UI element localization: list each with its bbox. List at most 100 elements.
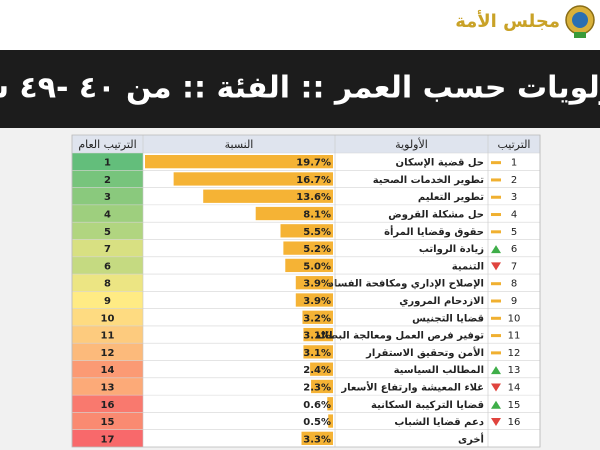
share-label: 3.1% bbox=[303, 331, 331, 342]
title-band bbox=[0, 50, 600, 128]
share-bar bbox=[302, 310, 333, 324]
rank: 15 bbox=[508, 400, 521, 411]
share-bar bbox=[327, 397, 333, 411]
trend-same bbox=[491, 351, 501, 355]
overall-cell bbox=[72, 291, 143, 309]
rank: 16 bbox=[508, 417, 521, 428]
share-label: 3.1% bbox=[303, 348, 331, 359]
share-label: 19.7% bbox=[296, 158, 331, 169]
priority: الازدحام المروري bbox=[399, 296, 484, 307]
share-bar bbox=[255, 206, 333, 221]
rank: 7 bbox=[511, 261, 517, 272]
rank: 12 bbox=[508, 348, 521, 359]
overall-cell bbox=[72, 360, 143, 378]
share-label: 2.3% bbox=[303, 382, 331, 393]
share-bar bbox=[283, 241, 333, 255]
priority: تطوير التعليم bbox=[418, 192, 484, 203]
share-label: 3.9% bbox=[303, 279, 331, 290]
share-label: 5.0% bbox=[303, 261, 331, 272]
rank: 11 bbox=[508, 331, 521, 342]
overall-rank: 11 bbox=[101, 331, 115, 342]
overall-rank: 1 bbox=[104, 158, 111, 169]
overall-rank: 3 bbox=[104, 192, 111, 203]
priority: حل قضية الإسكان bbox=[396, 158, 484, 169]
share-label: 3.2% bbox=[303, 313, 331, 324]
logo bbox=[565, 5, 595, 38]
overall-cell bbox=[72, 274, 143, 292]
overall-rank: 8 bbox=[104, 279, 111, 290]
trend-same bbox=[491, 230, 501, 234]
priority: المطالب السياسية bbox=[394, 365, 484, 376]
priority: أخرى bbox=[458, 432, 484, 445]
overall-cell bbox=[72, 204, 143, 223]
trend-down bbox=[491, 383, 501, 392]
trend-up bbox=[491, 400, 501, 409]
share-bar bbox=[285, 258, 333, 273]
rank: 14 bbox=[508, 382, 521, 393]
share-bar bbox=[310, 362, 333, 376]
overall-rank: 2 bbox=[104, 175, 111, 186]
overall-rank: 4 bbox=[104, 210, 111, 221]
overall-cell bbox=[72, 395, 143, 413]
share-label: 2.4% bbox=[303, 365, 331, 376]
priority: غلاء المعيشة وارتفاع الأسعار bbox=[340, 380, 484, 393]
share-label: 5.2% bbox=[303, 244, 331, 255]
overall-rank: 6 bbox=[104, 261, 111, 272]
emblem-center bbox=[572, 12, 588, 28]
trend-down bbox=[491, 262, 501, 271]
trend-same bbox=[491, 195, 501, 199]
trend-up bbox=[491, 366, 501, 375]
share-bar bbox=[311, 379, 333, 394]
share-bar bbox=[145, 155, 333, 169]
trend-same bbox=[491, 282, 501, 286]
trend-same bbox=[491, 178, 501, 182]
priority: قضايا التجنيس bbox=[412, 313, 484, 324]
overall-cell bbox=[72, 308, 143, 326]
overall-cell bbox=[72, 343, 143, 361]
share-bar bbox=[203, 189, 333, 203]
header-bg bbox=[72, 135, 540, 153]
share-bar bbox=[280, 224, 333, 238]
priority: التنمية bbox=[452, 261, 484, 272]
priority: زيادة الرواتب bbox=[419, 244, 484, 255]
rank: 8 bbox=[511, 279, 517, 290]
overall-rank: 9 bbox=[104, 296, 111, 307]
slide-title: الأولويات حسب العمر :: الفئة :: من ٤٠ -٤… bbox=[0, 69, 600, 106]
overall-rank: 12 bbox=[101, 348, 115, 359]
rank: 9 bbox=[511, 296, 517, 307]
share-label: 0.5% bbox=[303, 417, 331, 428]
trend-down bbox=[491, 418, 501, 427]
overall-cell bbox=[72, 187, 143, 205]
share-label: 3.3% bbox=[303, 434, 331, 445]
trend-same bbox=[491, 161, 501, 165]
rank: 2 bbox=[511, 175, 517, 186]
rank: 13 bbox=[508, 365, 521, 376]
rank: 6 bbox=[511, 244, 517, 255]
share-bar bbox=[301, 431, 333, 445]
share-label: 3.9% bbox=[303, 296, 331, 307]
overall-rank: 7 bbox=[104, 244, 111, 255]
logo-text: مجلس الأمة bbox=[455, 10, 560, 32]
trend-same bbox=[491, 316, 501, 320]
overall-rank: 13 bbox=[101, 382, 115, 393]
overall-cell bbox=[72, 170, 143, 188]
column-header: النسبة bbox=[225, 138, 254, 151]
rank: 4 bbox=[511, 210, 517, 221]
priority: حقوق وقضايا المرأة bbox=[384, 225, 484, 238]
overall-rank: 14 bbox=[101, 365, 115, 376]
share-bar bbox=[328, 414, 333, 428]
overall-rank: 16 bbox=[101, 400, 115, 411]
priority: تطوير الخدمات الصحية bbox=[373, 175, 485, 186]
share-label: 8.1% bbox=[303, 210, 331, 221]
trend-same bbox=[491, 213, 501, 217]
overall-rank: 10 bbox=[101, 313, 115, 324]
table: الترتيب الأولوية النسبة الترتيب العام 1 19.7%… bbox=[71, 134, 541, 448]
overall-cell bbox=[72, 412, 143, 430]
top-band bbox=[0, 0, 600, 50]
share-bar bbox=[173, 172, 333, 186]
priority: الإصلاح الإداري ومكافحة الفساد bbox=[329, 279, 484, 290]
share-label: 0.6% bbox=[303, 400, 331, 411]
share-label: 13.6% bbox=[296, 192, 331, 203]
rank: 5 bbox=[511, 227, 517, 238]
